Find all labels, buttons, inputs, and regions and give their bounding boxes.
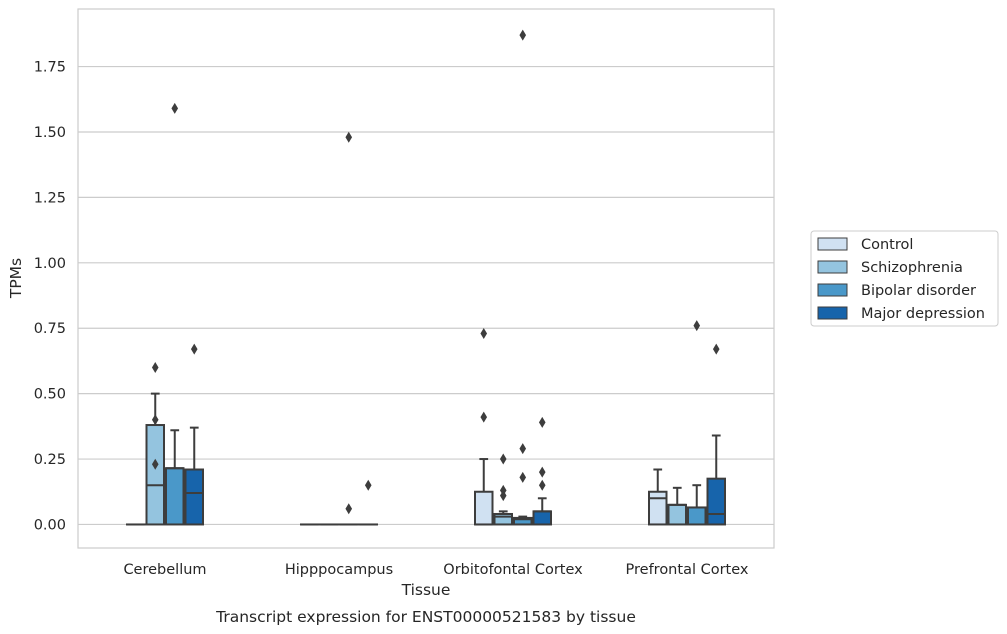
box-2-1	[493, 453, 513, 526]
legend-swatch	[817, 283, 848, 297]
box	[513, 516, 533, 526]
outlier-point	[364, 479, 372, 491]
box-groups	[126, 29, 726, 526]
y-tick-label: 0.50	[34, 387, 66, 403]
outlier-point	[345, 131, 353, 143]
y-tick-label: 0.25	[34, 452, 66, 468]
x-tick-label: Prefrontal Cortex	[626, 562, 749, 578]
chart-caption: Transcript expression for ENST0000052158…	[215, 608, 636, 626]
legend: Control Schizophrenia Bipolar disorder Majo…	[810, 230, 999, 327]
outlier-point	[538, 479, 546, 491]
x-tick-label: Orbitofontal Cortex	[443, 562, 583, 578]
legend-frame	[810, 230, 999, 327]
outlier-point	[519, 29, 527, 41]
box-3-3	[706, 343, 726, 526]
legend-item: Schizophrenia	[817, 260, 963, 276]
gridlines	[78, 65, 774, 526]
y-tick-label: 1.00	[34, 256, 66, 272]
legend-item: Major depression	[817, 306, 985, 322]
legend-label: Control	[861, 237, 913, 253]
outlier-point	[519, 443, 527, 455]
legend-item: Bipolar disorder	[817, 283, 976, 299]
legend-swatch	[817, 306, 848, 320]
y-tick-label: 1.75	[34, 60, 66, 76]
outlier-point	[171, 102, 179, 114]
box	[532, 510, 552, 526]
legend-swatch	[817, 260, 848, 274]
legend-label: Major depression	[861, 306, 985, 322]
box	[165, 467, 185, 526]
y-tick-label: 1.50	[34, 125, 66, 141]
outlier-point	[693, 320, 701, 332]
outlier-point	[519, 471, 527, 483]
x-tick-label: Hipppocampus	[285, 562, 393, 578]
x-tick-labels: Cerebellum Hipppocampus Orbitofontal Corte…	[123, 562, 748, 578]
box	[687, 506, 707, 526]
x-tick-label: Cerebellum	[123, 562, 206, 578]
box-0-2	[165, 102, 185, 526]
plot-frame	[77, 8, 775, 549]
outlier-point	[499, 453, 507, 465]
box	[184, 468, 204, 526]
outlier-point	[538, 416, 546, 428]
box	[706, 477, 726, 526]
outlier-point	[480, 327, 488, 339]
box-0-3	[184, 343, 204, 526]
legend-item: Control	[817, 237, 913, 253]
box	[474, 490, 494, 526]
y-tick-label: 0.75	[34, 321, 66, 337]
legend-label: Bipolar disorder	[861, 283, 976, 299]
box-2-3	[532, 416, 552, 526]
box-0-1	[145, 361, 165, 526]
box	[667, 503, 687, 526]
box	[648, 490, 668, 526]
box-3-0	[648, 468, 668, 526]
box-1-2	[339, 131, 359, 526]
y-tick-label: 1.25	[34, 190, 66, 206]
box-1-3	[358, 479, 378, 526]
box	[145, 424, 165, 526]
box	[493, 512, 513, 526]
outlier-point	[538, 466, 546, 478]
legend-label: Schizophrenia	[861, 260, 963, 276]
outlier-point	[712, 343, 720, 355]
outlier-point	[345, 503, 353, 515]
outlier-point	[190, 343, 198, 355]
box-2-2	[513, 29, 533, 526]
y-axis-label: TPMs	[7, 258, 25, 299]
box-3-2	[687, 320, 707, 526]
outlier-point	[151, 458, 159, 470]
outlier-point	[151, 361, 159, 373]
y-tick-label: 0.00	[34, 517, 66, 533]
outlier-point	[151, 414, 159, 426]
x-axis-label: Tissue	[401, 581, 451, 599]
box-2-0	[474, 327, 494, 526]
outlier-point	[480, 411, 488, 423]
y-tick-labels: 0.00 0.25 0.50 0.75 1.00 1.25 1.50 1.75	[34, 60, 66, 534]
legend-swatch	[817, 237, 848, 251]
box-3-1	[667, 486, 687, 526]
outlier-point	[499, 484, 507, 496]
